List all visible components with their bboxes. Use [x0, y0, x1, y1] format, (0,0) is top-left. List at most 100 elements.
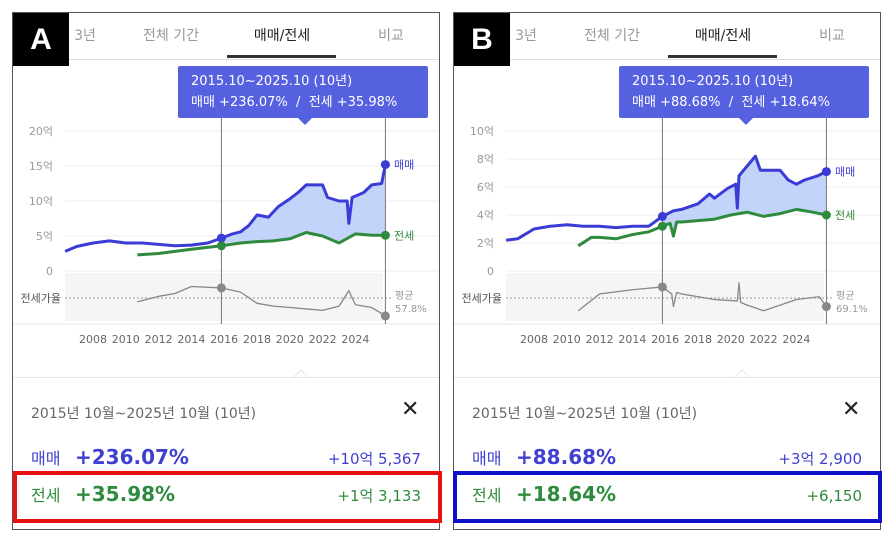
x-tick-label: 2016	[210, 333, 238, 346]
sale-amount: +3억 2,900	[778, 450, 862, 468]
rate-average-label: 평균	[395, 290, 413, 302]
tooltip-period: 2015.10~2025.10 (10년)	[632, 74, 794, 89]
sale-line	[64, 164, 387, 253]
rate-band	[506, 273, 824, 321]
jeonse-change-row: 전세 +18.64% +6,150	[472, 482, 862, 508]
rate-line	[137, 285, 386, 317]
x-tick-label: 2016	[651, 333, 679, 346]
close-icon[interactable]: ✕	[842, 397, 861, 422]
sale-change-row: 매매 +236.07% +10억 5,367	[31, 445, 421, 471]
sale-percent: +236.07%	[75, 445, 189, 469]
tab-sale-jeonse[interactable]: 매매/전세	[694, 28, 752, 44]
tab-3y[interactable]: 3년	[74, 28, 96, 44]
y-tick-label: 10억	[470, 125, 494, 138]
tooltip-change: 매매 +88.68% / 전세 +18.64%	[632, 95, 830, 110]
tab-divider	[13, 59, 439, 60]
sale-point	[657, 211, 667, 221]
rate-average-value: 69.1%	[836, 304, 868, 315]
jeonse-percent: +18.64%	[516, 482, 617, 506]
jeonse-label: 전세	[31, 486, 61, 505]
sale-label: 매매	[472, 449, 502, 468]
tab-3y[interactable]: 3년	[515, 28, 537, 44]
sale-point	[216, 233, 226, 243]
y-tick-label: 0	[487, 265, 494, 278]
x-tick-label: 2018	[684, 333, 712, 346]
y-tick-label: 0	[46, 265, 53, 278]
rate-band	[65, 273, 383, 321]
panel-b: B 3년 전체 기간 매매/전세 비교 10억 8억 6억 4억 2억 0 전세가율 평균 69…	[453, 12, 881, 530]
tab-compare[interactable]: 비교	[378, 28, 404, 44]
rate-label: 전세가율	[462, 292, 502, 305]
y-tick-label: 2억	[477, 237, 494, 250]
change-area-fill	[662, 156, 827, 235]
y-tick-label: 20억	[29, 125, 53, 138]
x-tick-label: 2022	[750, 333, 778, 346]
tooltip-change: 매매 +236.07% / 전세 +35.98%	[191, 95, 398, 110]
panel-tag: B	[454, 13, 510, 66]
x-tick-label: 2010	[112, 333, 140, 346]
rate-point	[657, 282, 667, 292]
x-tick-label: 2024	[341, 333, 369, 346]
active-tab-underline	[668, 55, 777, 58]
y-tick-label: 4억	[477, 209, 494, 222]
tab-all-period[interactable]: 전체 기간	[584, 28, 640, 44]
x-tick-label: 2014	[618, 333, 646, 346]
summary-period: 2015년 10월~2025년 10월 (10년)	[472, 406, 698, 422]
x-tick-label: 2014	[177, 333, 205, 346]
y-tick-label: 15억	[29, 160, 53, 173]
sale-end-label: 매매	[394, 159, 414, 172]
panel-tag: A	[13, 13, 69, 66]
jeonse-label: 전세	[472, 486, 502, 505]
tab-all-period[interactable]: 전체 기간	[143, 28, 199, 44]
x-tick-label: 2010	[553, 333, 581, 346]
highlight-box-a	[13, 471, 442, 523]
x-tick-label: 2018	[243, 333, 271, 346]
change-area-fill	[221, 164, 386, 246]
tab-compare[interactable]: 비교	[819, 28, 845, 44]
y-tick-label: 10억	[29, 195, 53, 208]
x-tick-label: 2024	[782, 333, 810, 346]
x-tick-label: 2020	[717, 333, 745, 346]
sale-change-row: 매매 +88.68% +3억 2,900	[472, 445, 862, 471]
x-tick-label: 2022	[309, 333, 337, 346]
jeonse-amount: +6,150	[806, 487, 862, 505]
range-tooltip: 2015.10~2025.10 (10년) 매매 +88.68% / 전세 +1…	[619, 66, 869, 125]
jeonse-end-label: 전세	[394, 229, 414, 242]
rate-average-label: 평균	[836, 290, 854, 302]
tab-divider	[454, 59, 880, 60]
active-tab-underline	[227, 55, 336, 58]
x-tick-label: 2020	[276, 333, 304, 346]
x-tick-label: 2012	[586, 333, 614, 346]
price-chart[interactable]: 10억 8억 6억 4억 2억 0 전세가율 평균 69.1% 2008 2010 2012 2014 2…	[454, 13, 881, 383]
sale-amount: +10억 5,367	[327, 450, 421, 468]
y-tick-label: 5억	[36, 230, 53, 243]
jeonse-point	[380, 230, 390, 240]
jeonse-line	[577, 207, 827, 248]
sale-label: 매매	[31, 449, 61, 468]
caret-icon	[293, 369, 309, 378]
jeonse-line	[137, 231, 386, 257]
section-divider	[13, 377, 439, 378]
price-chart[interactable]: 20억 15억 10억 5억 0 전세가율 평균 57.8% 2008 2010 2012 2014 2…	[13, 13, 440, 383]
section-divider	[454, 377, 880, 378]
sale-percent: +88.68%	[516, 445, 617, 469]
panel-a: A 3년 전체 기간 매매/전세 비교 20억 15억 10억 5억 0 전세가율 평균 57…	[12, 12, 440, 530]
y-tick-label: 8억	[477, 153, 494, 166]
sale-point	[821, 167, 831, 177]
x-tick-label: 2008	[520, 333, 548, 346]
rate-label: 전세가율	[21, 292, 61, 305]
jeonse-point	[216, 241, 226, 251]
jeonse-percent: +35.98%	[75, 482, 176, 506]
sale-point	[380, 160, 390, 170]
tab-sale-jeonse[interactable]: 매매/전세	[253, 28, 311, 44]
rate-line	[577, 282, 827, 312]
x-tick-label: 2008	[79, 333, 107, 346]
close-icon[interactable]: ✕	[401, 397, 420, 422]
jeonse-change-row: 전세 +35.98% +1억 3,133	[31, 482, 421, 508]
jeonse-point	[657, 221, 667, 231]
y-tick-label: 6억	[477, 181, 494, 194]
rate-point	[216, 283, 226, 293]
rate-average-value: 57.8%	[395, 304, 427, 315]
jeonse-point	[821, 210, 831, 220]
summary-period: 2015년 10월~2025년 10월 (10년)	[31, 406, 257, 422]
